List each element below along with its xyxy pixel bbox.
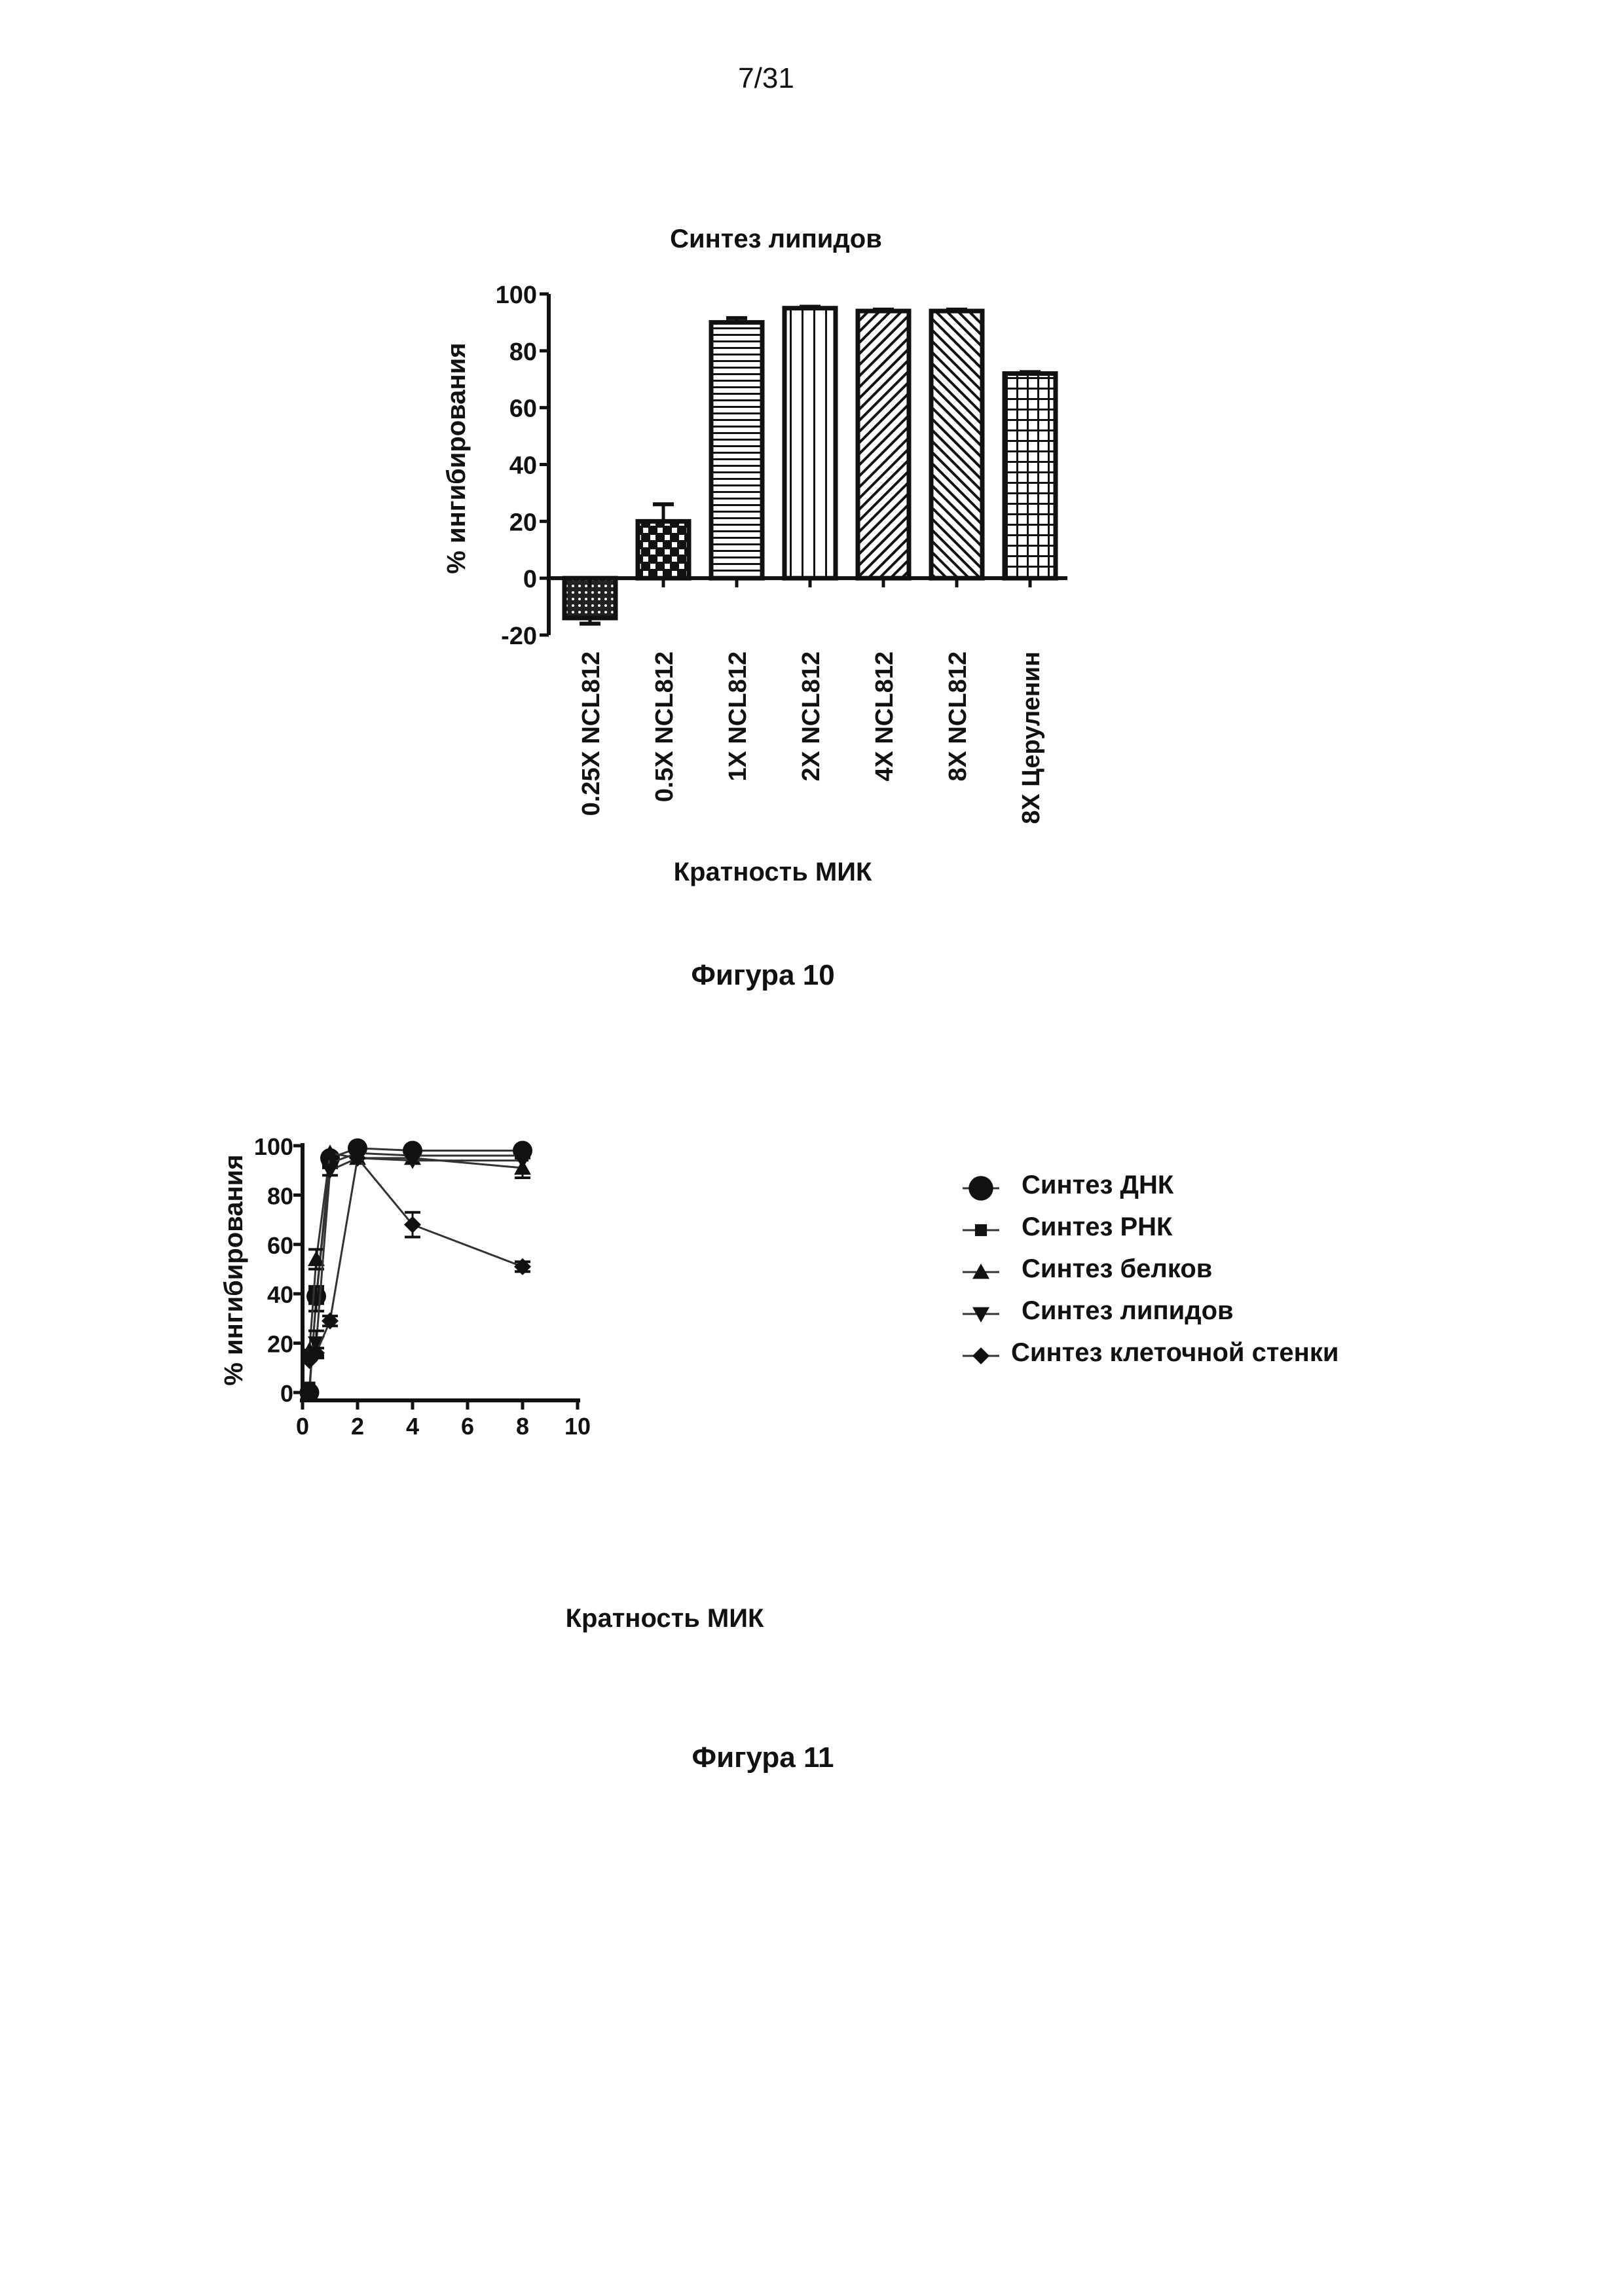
y-tick-label: 100 [496,282,537,309]
legend-label: Синтез ДНК [1022,1171,1174,1199]
data-point [349,1149,366,1167]
legend-marker [972,1264,989,1279]
y-tick-label: 60 [509,395,537,423]
y-tick-label: 0 [280,1380,293,1407]
bar [635,519,692,581]
x-axis-label: Кратность МИК [566,1604,764,1633]
page-number: 7/31 [738,62,794,94]
x-tick-label: 10 [564,1413,591,1440]
x-tick-label: 0 [296,1413,309,1440]
x-tick-label: 4X NCL812 [871,651,898,782]
x-tick-label: 8X NCL812 [944,651,972,782]
y-tick-label: 60 [267,1232,293,1259]
legend-marker [974,1224,987,1237]
bar [1002,371,1058,581]
legend-label: Синтез белков [1022,1254,1212,1283]
x-tick-label: 0.25X NCL812 [578,651,605,816]
bar [709,319,765,581]
data-point [308,1250,325,1266]
data-point [322,1312,339,1330]
y-tick-label: 100 [254,1133,293,1160]
data-point [514,1154,531,1169]
chart-title: Синтез липидов [670,225,882,253]
bar [855,308,912,581]
x-tick-label: 2 [351,1413,364,1440]
legend-label: Синтез РНК [1022,1212,1173,1241]
y-tick-label: 20 [267,1331,293,1358]
data-point [404,1154,421,1169]
legend-label: Синтез клеточной стенки [1011,1338,1338,1367]
data-point [322,1163,339,1179]
x-axis-label: Кратность МИК [674,858,872,886]
series-line [308,1147,523,1393]
y-axis-label: % ингибирования [442,342,471,574]
figure-10-caption: Фигура 10 [691,959,835,991]
series-line [308,1152,523,1388]
y-axis-label: % ингибирования [219,1154,248,1385]
x-tick-label: 8X Церуленин [1018,651,1045,824]
x-tick-label: 2X NCL812 [798,651,825,782]
figure-11-caption: Фигура 11 [692,1741,834,1774]
bar [782,306,838,581]
y-tick-label: 40 [509,452,537,480]
y-tick-label: 40 [267,1281,293,1308]
y-tick-label: 80 [509,338,537,366]
data-point [308,1344,325,1362]
y-tick-label: 20 [509,509,537,536]
series-line [308,1156,523,1362]
y-tick-label: -20 [501,623,537,650]
bar [929,308,985,581]
data-point [308,1336,325,1352]
x-tick-label: 4 [406,1413,419,1440]
data-point [322,1144,339,1160]
legend-label: Синтез липидов [1022,1296,1234,1325]
legend-marker [972,1347,989,1364]
x-tick-label: 0.5X NCL812 [651,651,678,802]
legend-marker [969,1176,993,1201]
legend-marker [972,1307,989,1322]
y-tick-label: 80 [267,1182,293,1209]
line-chart-synthesis-inhibition: % ингибирования Кратность МИК 0204060801… [219,1133,1338,1633]
y-tick-label: 0 [523,566,537,593]
data-point [514,1258,531,1275]
x-tick-label: 6 [461,1413,474,1440]
bar-chart-lipid-synthesis: Синтез липидов % ингибирования Кратность… [442,225,1067,886]
x-tick-label: 8 [516,1413,529,1440]
data-point [303,1381,316,1394]
x-tick-label: 1X NCL812 [724,651,752,782]
data-point [404,1216,421,1233]
